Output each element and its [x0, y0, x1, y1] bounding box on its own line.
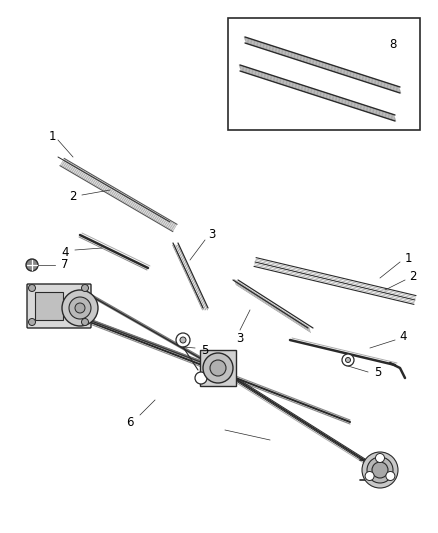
- Bar: [228, 18, 420, 130]
- Ellipse shape: [210, 360, 226, 376]
- Text: 2: 2: [69, 190, 77, 204]
- Text: 7: 7: [61, 259, 69, 271]
- Circle shape: [195, 372, 207, 384]
- Text: 3: 3: [237, 332, 244, 344]
- Ellipse shape: [203, 353, 233, 383]
- Text: 8: 8: [389, 38, 397, 52]
- Circle shape: [375, 454, 385, 463]
- Circle shape: [81, 319, 88, 326]
- Text: 2: 2: [409, 271, 417, 284]
- Text: 4: 4: [61, 246, 69, 259]
- Circle shape: [342, 354, 354, 366]
- FancyBboxPatch shape: [27, 284, 91, 328]
- Text: 4: 4: [399, 330, 407, 343]
- Ellipse shape: [75, 303, 85, 313]
- Circle shape: [180, 337, 186, 343]
- Circle shape: [81, 285, 88, 292]
- Circle shape: [362, 452, 398, 488]
- Circle shape: [176, 333, 190, 347]
- Circle shape: [367, 457, 393, 483]
- Circle shape: [386, 472, 395, 481]
- Circle shape: [365, 472, 374, 481]
- Text: 1: 1: [404, 252, 412, 264]
- Bar: [200, 350, 236, 386]
- Text: 5: 5: [201, 343, 208, 357]
- Ellipse shape: [62, 290, 98, 326]
- Circle shape: [26, 259, 38, 271]
- Text: 3: 3: [208, 228, 215, 240]
- Text: 6: 6: [126, 416, 134, 429]
- Circle shape: [28, 285, 35, 292]
- Circle shape: [346, 358, 350, 362]
- Text: 5: 5: [374, 366, 381, 378]
- Text: 1: 1: [48, 130, 56, 142]
- Ellipse shape: [69, 297, 91, 319]
- Bar: [35, 292, 63, 320]
- Circle shape: [372, 462, 388, 478]
- Circle shape: [28, 319, 35, 326]
